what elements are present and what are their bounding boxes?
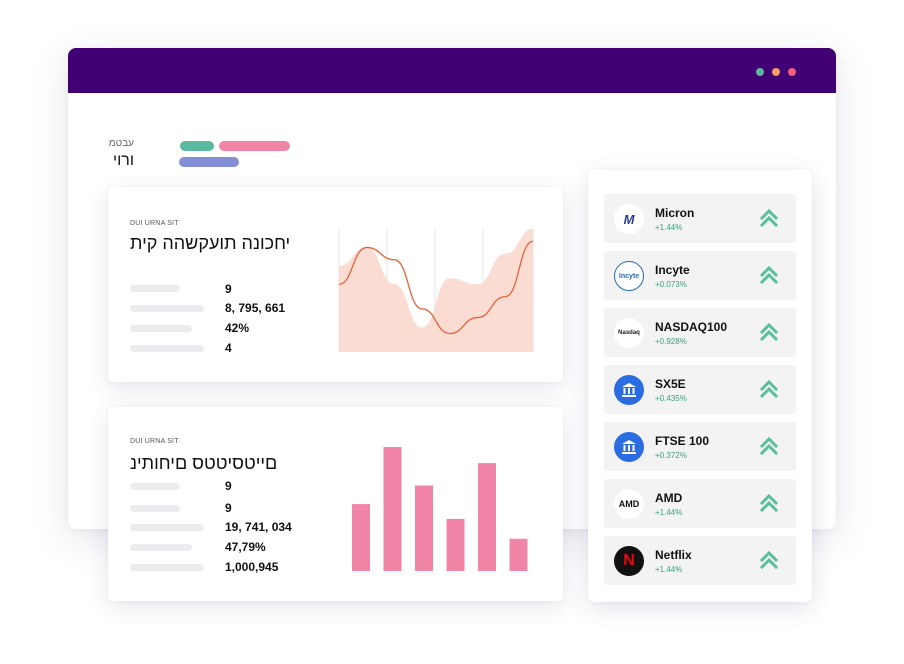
bar xyxy=(446,518,465,571)
double-chevron-up-icon xyxy=(759,208,779,228)
stat-bar xyxy=(130,305,204,312)
stock-name: SX5E xyxy=(655,377,686,391)
stock-change: +1.44% xyxy=(655,565,683,574)
double-chevron-up-icon xyxy=(759,265,779,285)
stat-bar xyxy=(130,483,180,490)
stat-value: 8, 795, 661 xyxy=(225,301,286,315)
micron-logo-icon: M xyxy=(614,204,644,234)
header-title: ורוי xyxy=(112,152,134,169)
header-subtitle: עבטמ xyxy=(108,138,134,149)
stat-bar xyxy=(130,345,204,352)
stat-bar xyxy=(130,544,192,551)
line-series xyxy=(338,240,534,335)
stat-bar xyxy=(130,524,204,531)
window-dot-green[interactable] xyxy=(756,68,764,76)
bar-chart xyxy=(352,447,528,571)
stat-value: 42% xyxy=(225,321,250,335)
window-dot-red[interactable] xyxy=(788,68,796,76)
stock-row[interactable]: M Micron +1.44% xyxy=(604,194,796,243)
stock-change: +0.928% xyxy=(655,337,687,346)
stat-bar xyxy=(130,325,192,332)
stocks-panel: M Micron +1.44% Incyte Incyte +0.073% Nasdaq NA… xyxy=(588,170,812,602)
stock-row[interactable]: Incyte Incyte +0.073% xyxy=(604,251,796,300)
bar xyxy=(383,447,402,571)
stat-value: 9 xyxy=(225,282,232,296)
netflix-logo-icon: N xyxy=(614,546,644,576)
tag-pill-pink[interactable] xyxy=(219,141,290,151)
stock-row[interactable]: AMD AMD +1.44% xyxy=(604,479,796,528)
double-chevron-up-icon xyxy=(759,493,779,513)
stat-value: 9 xyxy=(225,479,232,493)
amd-logo-icon: AMD xyxy=(614,489,644,519)
stock-name: Incyte xyxy=(655,263,690,277)
bar xyxy=(478,463,496,571)
stat-value: 19, 741, 034 xyxy=(225,520,292,534)
card-label: DUI URNA SIT xyxy=(130,438,179,445)
stock-row[interactable]: Nasdaq NASDAQ100 +0.928% xyxy=(604,308,796,357)
stock-name: AMD xyxy=(655,491,683,505)
title-bar xyxy=(68,48,836,93)
stat-bar xyxy=(130,564,204,571)
stock-row[interactable]: SX5E +0.435% xyxy=(604,365,796,414)
double-chevron-up-icon xyxy=(759,550,779,570)
tag-pill-green[interactable] xyxy=(180,141,214,151)
stock-name: Netflix xyxy=(655,548,692,562)
stat-bar xyxy=(130,505,180,512)
stat-value: 47,79% xyxy=(225,540,266,554)
bar xyxy=(415,485,433,571)
bar xyxy=(352,504,370,571)
double-chevron-up-icon xyxy=(759,379,779,399)
stock-change: +0.435% xyxy=(655,394,687,403)
incyte-logo-icon: Incyte xyxy=(614,261,644,291)
card-title: יחכונה תועקשהה קית xyxy=(130,233,291,253)
double-chevron-up-icon xyxy=(759,322,779,342)
card-label: DUI URNA SIT xyxy=(130,220,179,227)
tag-pill-blue[interactable] xyxy=(179,157,239,167)
stock-row[interactable]: N Netflix +1.44% xyxy=(604,536,796,585)
line-area-chart xyxy=(338,229,534,352)
bank-icon xyxy=(614,432,644,462)
stat-value: 4 xyxy=(225,341,232,355)
stat-bar xyxy=(130,285,180,292)
card-title: םייטסיטטס םיחותינ xyxy=(130,453,278,473)
stock-row[interactable]: FTSE 100 +0.372% xyxy=(604,422,796,471)
stock-name: FTSE 100 xyxy=(655,434,710,448)
stock-name: NASDAQ100 xyxy=(655,320,728,334)
bar xyxy=(509,538,528,571)
area-series xyxy=(339,229,533,352)
bank-icon xyxy=(614,375,644,405)
stock-change: +1.44% xyxy=(655,508,683,517)
stock-change: +0.372% xyxy=(655,451,687,460)
window-dot-orange[interactable] xyxy=(772,68,780,76)
stock-name: Micron xyxy=(655,206,695,220)
nasdaq-logo-icon: Nasdaq xyxy=(614,318,644,348)
stat-value: 1,000,945 xyxy=(225,560,279,574)
bar-chart-card: DUI URNA SIT םייטסיטטס םיחותינ 9 9 19, 7… xyxy=(108,407,563,601)
line-chart-card: DUI URNA SIT יחכונה תועקשהה קית 9 8, 795… xyxy=(108,187,563,382)
stock-change: +1.44% xyxy=(655,223,683,232)
stock-change: +0.073% xyxy=(655,280,687,289)
stat-value: 9 xyxy=(225,501,232,515)
double-chevron-up-icon xyxy=(759,436,779,456)
